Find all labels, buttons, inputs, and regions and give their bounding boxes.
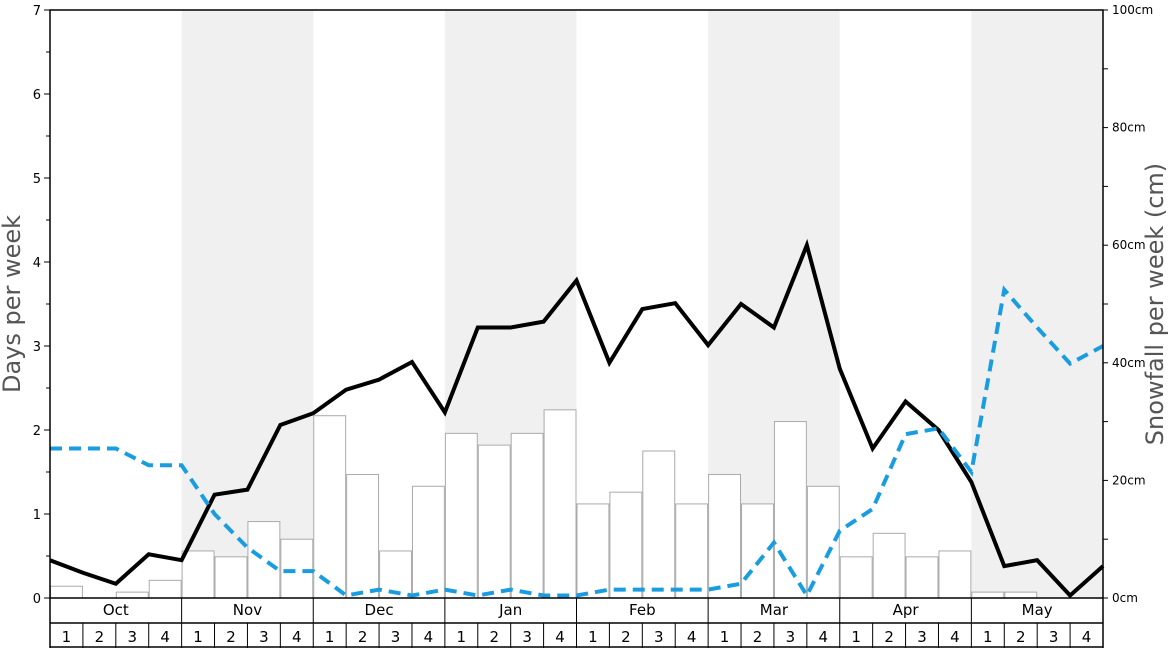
- week-label: 3: [522, 628, 532, 646]
- left-tick-label: 0: [33, 592, 41, 607]
- week-label: 3: [259, 628, 269, 646]
- snowfall-bar: [839, 556, 873, 599]
- left-tick-label: 2: [33, 424, 41, 439]
- week-label: 2: [358, 628, 368, 646]
- series-lines: [49, 238, 1105, 600]
- snowfall-bar: [872, 532, 906, 599]
- week-label: 1: [720, 628, 730, 646]
- week-label: 2: [621, 628, 631, 646]
- month-label: Mar: [760, 601, 789, 619]
- snowfall-bar: [1004, 591, 1038, 599]
- week-label: 4: [950, 628, 960, 646]
- right-tick-label: 60cm: [1112, 238, 1146, 252]
- snowfall-bar: [609, 491, 643, 599]
- left-tick-label: 3: [33, 340, 41, 355]
- snowfall-bar: [379, 550, 412, 599]
- snowfall-bar: [346, 474, 380, 599]
- month-label: Dec: [365, 601, 394, 619]
- month-axis: Oct 1 2 3 4 Nov 1 2 3 4 Dec 1 2 3 4 Jan 1 2 3 4 Feb 1 2 3 4 Mar 1 2…: [49, 598, 1104, 648]
- snowfall-bar: [938, 550, 972, 599]
- month-label: Nov: [233, 601, 262, 619]
- week-label: 2: [226, 628, 236, 646]
- week-label: 1: [588, 628, 598, 646]
- solid-series-line: [49, 238, 1105, 599]
- month-shade-nov: [181, 10, 314, 598]
- y-axis-label-left: Days per week: [0, 215, 26, 393]
- left-tick-label: 5: [33, 172, 41, 187]
- snowfall-bar: [708, 474, 742, 599]
- month-label: Jan: [498, 601, 522, 619]
- week-label: 4: [819, 628, 829, 646]
- week-label: 1: [62, 628, 72, 646]
- snowfall-bar: [50, 585, 83, 599]
- week-label: 4: [1082, 628, 1092, 646]
- week-label: 1: [193, 628, 203, 646]
- week-label: 3: [654, 628, 664, 646]
- snowfall-bar: [181, 550, 215, 599]
- week-label: 1: [983, 628, 993, 646]
- axis-ticks: 0 1 2 3 4 5 6 7 0cm 20cm 40cm 60cm 80cm 100cm: [33, 3, 1153, 607]
- right-tick-label: 40cm: [1112, 356, 1146, 370]
- dashed-series-line: [50, 285, 1104, 600]
- week-label: 2: [884, 628, 894, 646]
- snowfall-bar: [115, 591, 149, 599]
- y-axis-label-right: Snowfall per week (cm): [1141, 163, 1168, 445]
- snowfall-bar: [971, 591, 1005, 599]
- snowfall-bar: [280, 538, 314, 599]
- week-label: 1: [457, 628, 467, 646]
- week-label: 3: [786, 628, 796, 646]
- right-tick-label: 0cm: [1112, 591, 1138, 605]
- snowfall-bar: [543, 409, 577, 599]
- month-shading: [181, 10, 1103, 598]
- right-tick-label: 20cm: [1112, 473, 1146, 487]
- snowfall-bar: [214, 556, 248, 599]
- week-label: 2: [753, 628, 763, 646]
- snowfall-bar: [148, 579, 182, 599]
- snowfall-bar: [905, 556, 939, 599]
- week-label: 3: [391, 628, 401, 646]
- snowfall-bar: [806, 485, 840, 599]
- snowfall-bar: [313, 415, 347, 599]
- week-label: 4: [160, 628, 170, 646]
- week-label: 2: [489, 628, 499, 646]
- right-tick-label: 80cm: [1112, 121, 1146, 135]
- snowfall-bar: [444, 432, 478, 599]
- week-label: 4: [292, 628, 302, 646]
- snowfall-bar: [477, 444, 511, 599]
- snowfall-bar: [741, 503, 774, 599]
- month-label: May: [1022, 601, 1053, 619]
- snowfall-bar: [642, 450, 676, 599]
- week-label: 4: [424, 628, 434, 646]
- left-tick-label: 7: [33, 4, 41, 19]
- week-label: 3: [127, 628, 137, 646]
- week-label: 4: [555, 628, 565, 646]
- month-label: Feb: [629, 601, 656, 619]
- month-shade-may: [971, 10, 1103, 598]
- snowfall-bar: [510, 432, 544, 599]
- week-label: 4: [687, 628, 697, 646]
- snowfall-bar: [247, 521, 281, 599]
- left-tick-label: 4: [33, 256, 41, 271]
- month-label: Apr: [893, 601, 920, 619]
- snowfall-bar: [576, 503, 610, 599]
- month-label: Oct: [103, 601, 129, 619]
- snowfall-bar: [675, 503, 709, 599]
- week-label: 1: [325, 628, 335, 646]
- week-label: 3: [1049, 628, 1059, 646]
- left-tick-label: 6: [33, 88, 41, 103]
- left-tick-label: 1: [33, 508, 41, 523]
- week-label: 3: [917, 628, 927, 646]
- week-label: 2: [95, 628, 105, 646]
- snowfall-bars: [50, 409, 1038, 599]
- right-tick-label: 100cm: [1112, 3, 1153, 17]
- snowfall-bar: [411, 485, 445, 599]
- week-label: 2: [1016, 628, 1026, 646]
- week-label: 1: [851, 628, 861, 646]
